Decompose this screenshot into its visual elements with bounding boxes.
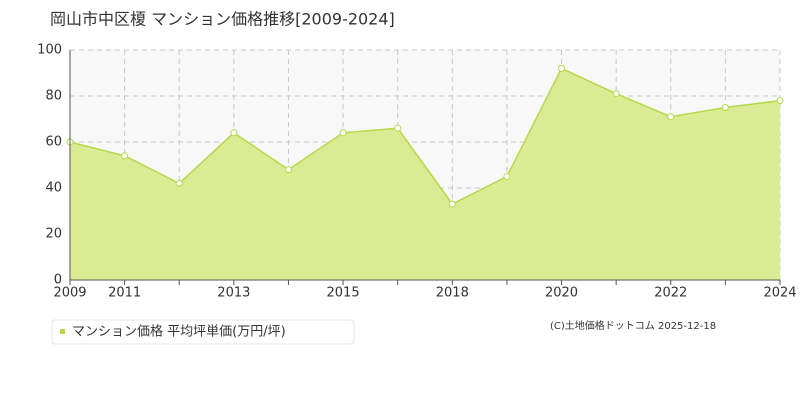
point: [339, 129, 347, 137]
area: [70, 68, 780, 281]
x-tick-label: 2011: [108, 286, 141, 301]
x-tick-label: 2013: [217, 286, 250, 301]
point: [121, 152, 129, 160]
point: [394, 124, 402, 132]
legend-label: マンション価格 平均坪単価(万円/坪): [72, 324, 286, 340]
y-tick-label: 100: [37, 43, 62, 58]
y-tick-label: 60: [45, 135, 62, 150]
y-tick-label: 0: [54, 273, 62, 288]
point: [612, 90, 620, 98]
point: [175, 179, 183, 187]
x-tick-label: 2009: [53, 286, 86, 301]
y-tick-label: 20: [45, 227, 62, 242]
x-tick-label: 2015: [327, 286, 360, 301]
footer: (C)土地価格ドットコム 2025-12-18: [550, 319, 716, 332]
point: [284, 166, 292, 174]
y-tick-label: 40: [45, 181, 62, 196]
point: [503, 173, 511, 180]
x-tick-label: 2020: [545, 286, 578, 301]
point: [721, 104, 729, 111]
point: [558, 64, 566, 72]
legend-box: [51, 319, 355, 345]
point: [230, 129, 238, 137]
point: [448, 200, 456, 208]
y-tick-label: 80: [45, 89, 62, 104]
point: [776, 97, 784, 105]
point: [667, 113, 675, 121]
x-tick-label: 2018: [436, 286, 469, 301]
x-tick-label: 2022: [654, 286, 687, 301]
line: [69, 67, 781, 206]
chart-title: 岡山市中区榎 マンション価格推移[2009-2024]: [50, 10, 395, 29]
x-tick-label: 2024: [763, 286, 796, 301]
legend-swatch: [60, 329, 65, 334]
